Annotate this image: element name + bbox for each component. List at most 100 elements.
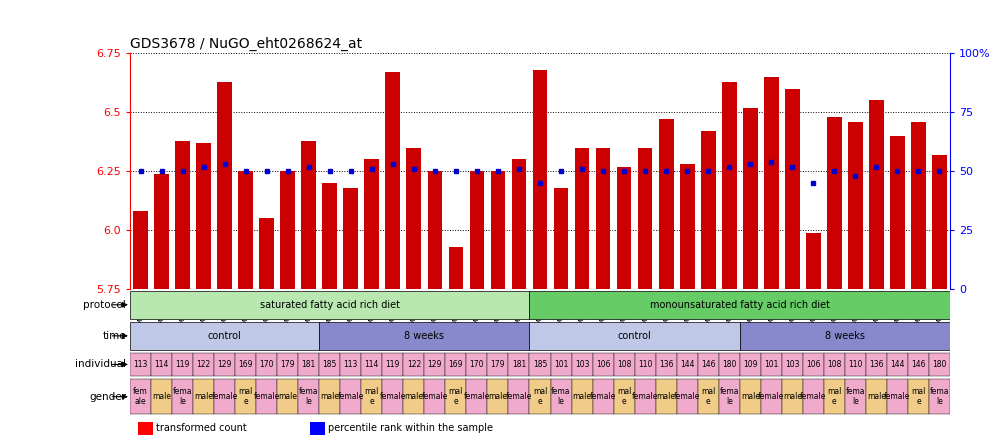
Bar (845, 379, 866, 414)
Text: mal
e: mal e (701, 387, 715, 406)
Text: male: male (783, 392, 802, 401)
Bar (845, 353, 866, 376)
Text: 110: 110 (638, 360, 652, 369)
Bar (554, 188, 568, 289)
Bar (761, 379, 782, 414)
Bar (656, 353, 677, 376)
Text: 119: 119 (175, 360, 190, 369)
Bar (719, 379, 740, 414)
Text: female: female (800, 392, 827, 401)
Text: male: male (573, 392, 592, 401)
Text: 179: 179 (280, 360, 295, 369)
Text: fema
le: fema le (299, 387, 318, 406)
Bar (932, 155, 947, 289)
Text: male: male (488, 392, 507, 401)
Text: female: female (464, 392, 490, 401)
Bar (445, 353, 466, 376)
Text: 144: 144 (680, 360, 694, 369)
Bar (740, 379, 761, 414)
Text: 146: 146 (911, 360, 926, 369)
Bar (677, 379, 698, 414)
Bar (614, 379, 635, 414)
Bar (890, 136, 905, 289)
Bar (130, 353, 151, 376)
Bar (911, 122, 926, 289)
Text: GDS3678 / NuGO_eht0268624_at: GDS3678 / NuGO_eht0268624_at (130, 37, 362, 51)
Text: 170: 170 (470, 360, 484, 369)
Bar (277, 379, 298, 414)
Bar (908, 353, 929, 376)
Text: individual: individual (75, 359, 126, 369)
Text: female: female (253, 392, 280, 401)
Bar (806, 233, 821, 289)
Text: 103: 103 (575, 360, 589, 369)
Bar (512, 159, 526, 289)
Bar (470, 171, 484, 289)
Text: male: male (320, 392, 339, 401)
Text: 113: 113 (133, 360, 148, 369)
Text: female: female (338, 392, 364, 401)
Bar (382, 379, 403, 414)
Bar (193, 353, 214, 376)
Bar (529, 322, 740, 350)
Bar (298, 353, 319, 376)
Bar (529, 353, 551, 376)
Text: 101: 101 (764, 360, 778, 369)
Bar (151, 353, 172, 376)
Bar (722, 82, 737, 289)
Bar (614, 353, 635, 376)
Text: 181: 181 (512, 360, 526, 369)
Bar (361, 379, 382, 414)
Bar (487, 353, 508, 376)
Bar (908, 379, 929, 414)
Text: female: female (758, 392, 784, 401)
Bar (138, 422, 153, 435)
Text: fema
le: fema le (846, 387, 865, 406)
Text: 180: 180 (722, 360, 736, 369)
Bar (929, 353, 950, 376)
Bar (761, 353, 782, 376)
Bar (319, 379, 340, 414)
Bar (677, 353, 698, 376)
Text: female: female (632, 392, 658, 401)
Text: 101: 101 (554, 360, 568, 369)
Bar (340, 353, 361, 376)
Text: 108: 108 (827, 360, 842, 369)
Text: 185: 185 (323, 360, 337, 369)
Text: 129: 129 (428, 360, 442, 369)
Bar (385, 72, 400, 289)
Text: male: male (194, 392, 213, 401)
Text: 180: 180 (932, 360, 947, 369)
Bar (887, 379, 908, 414)
Text: 169: 169 (449, 360, 463, 369)
Bar (214, 379, 235, 414)
Bar (361, 353, 382, 376)
Bar (280, 171, 295, 289)
Bar (529, 291, 950, 319)
Bar (340, 379, 361, 414)
Text: male: male (657, 392, 676, 401)
Text: 136: 136 (869, 360, 884, 369)
Bar (593, 353, 614, 376)
Bar (428, 171, 442, 289)
Text: female: female (590, 392, 616, 401)
Text: male: male (867, 392, 886, 401)
Bar (635, 379, 656, 414)
Bar (196, 143, 211, 289)
Text: time: time (102, 331, 126, 341)
Bar (785, 89, 800, 289)
Bar (403, 353, 424, 376)
Bar (491, 171, 505, 289)
Bar (235, 379, 256, 414)
Text: male: male (741, 392, 760, 401)
Text: 122: 122 (407, 360, 421, 369)
Bar (301, 141, 316, 289)
Text: saturated fatty acid rich diet: saturated fatty acid rich diet (260, 300, 400, 310)
Text: female: female (506, 392, 532, 401)
Text: 146: 146 (701, 360, 715, 369)
Text: 179: 179 (491, 360, 505, 369)
Text: 122: 122 (196, 360, 211, 369)
Bar (298, 379, 319, 414)
Bar (782, 353, 803, 376)
Text: monounsaturated fatty acid rich diet: monounsaturated fatty acid rich diet (650, 300, 830, 310)
